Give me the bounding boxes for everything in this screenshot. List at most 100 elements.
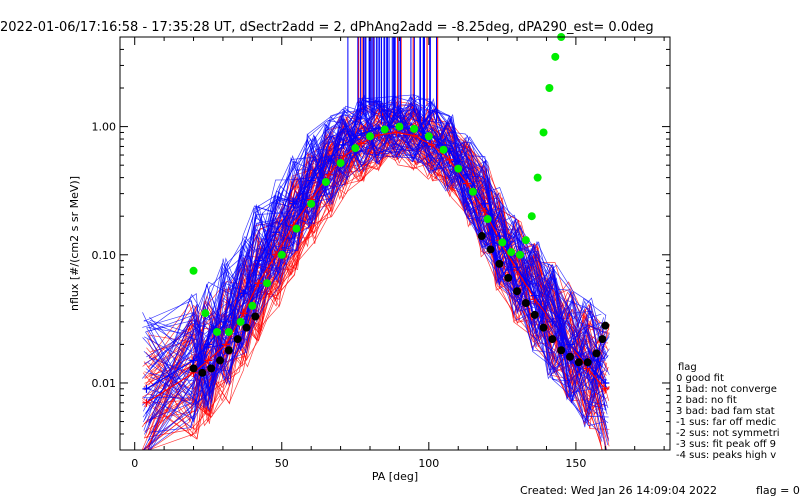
data-point bbox=[224, 346, 233, 355]
data-point bbox=[533, 173, 542, 182]
plot-frame bbox=[119, 36, 671, 451]
axis-ticks: 0 50 100 150 0.01 0.10 1.00 bbox=[92, 36, 670, 470]
data-point bbox=[351, 144, 360, 153]
data-point bbox=[583, 358, 592, 367]
data-point bbox=[380, 125, 389, 134]
data-point bbox=[366, 132, 374, 141]
data-point bbox=[424, 132, 433, 141]
y-axis-label: nflux [#/(cm2 s sr MeV)] bbox=[68, 176, 81, 311]
data-point bbox=[539, 128, 548, 137]
legend-title: flag bbox=[678, 362, 697, 373]
data-point bbox=[557, 346, 566, 355]
noise-trace bbox=[146, 104, 606, 399]
data-point bbox=[545, 84, 554, 93]
data-point bbox=[395, 122, 404, 131]
series-line bbox=[146, 131, 606, 404]
legend-entry: -3 sus: fit peak off 9 bbox=[676, 439, 776, 450]
data-point bbox=[530, 310, 539, 319]
data-point bbox=[271, 228, 280, 237]
data-point bbox=[548, 335, 557, 344]
data-point bbox=[292, 224, 301, 233]
data-point bbox=[289, 199, 298, 208]
noise-trace bbox=[145, 108, 606, 434]
data-point bbox=[410, 124, 419, 133]
data-point bbox=[321, 177, 330, 186]
data-point bbox=[548, 317, 557, 326]
noise-trace bbox=[149, 101, 609, 418]
data-point bbox=[477, 232, 486, 241]
data-point bbox=[207, 364, 216, 373]
data-point bbox=[221, 340, 230, 349]
data-point bbox=[495, 259, 504, 268]
data-point bbox=[239, 309, 248, 318]
data-point bbox=[307, 176, 316, 185]
data-point bbox=[427, 140, 436, 149]
data-point bbox=[216, 356, 224, 365]
data-point bbox=[463, 170, 472, 179]
data-point bbox=[498, 238, 507, 247]
data-point bbox=[189, 266, 198, 275]
data-point bbox=[574, 358, 583, 367]
data-point bbox=[598, 335, 607, 344]
y-tick-label: 1.00 bbox=[92, 121, 117, 134]
data-point bbox=[566, 340, 574, 349]
series-layer bbox=[142, 33, 610, 407]
data-point bbox=[189, 356, 198, 365]
data-point bbox=[189, 364, 198, 373]
created-timestamp: Created: Wed Jan 26 14:09:04 2022 bbox=[520, 484, 717, 497]
noise-trace bbox=[149, 113, 606, 451]
data-point bbox=[521, 299, 530, 308]
legend-entry: 2 bad: no fit bbox=[676, 395, 737, 406]
data-point bbox=[521, 236, 530, 245]
legend: flag 0 good fit 1 bad: not converge 2 ba… bbox=[676, 362, 780, 461]
data-point bbox=[507, 248, 516, 257]
legend-entry: -4 sus: peaks high v bbox=[676, 450, 776, 461]
data-point bbox=[248, 301, 257, 310]
x-tick-label: 150 bbox=[565, 457, 586, 470]
legend-entry: 3 bad: bad fam stat bbox=[676, 406, 775, 417]
noise-trace bbox=[142, 109, 602, 422]
data-point bbox=[277, 250, 286, 259]
data-point bbox=[236, 317, 245, 326]
data-point bbox=[513, 263, 522, 272]
data-point bbox=[357, 139, 366, 148]
data-point bbox=[339, 152, 348, 161]
data-point bbox=[483, 215, 492, 224]
x-tick-label: 0 bbox=[131, 457, 138, 470]
data-point bbox=[601, 321, 610, 330]
noise-trace bbox=[144, 114, 603, 435]
series-fit bbox=[189, 33, 566, 336]
data-point bbox=[463, 179, 472, 188]
series-median bbox=[189, 232, 610, 377]
flag-status: flag = 0 bbox=[756, 484, 800, 497]
data-point bbox=[242, 323, 251, 332]
x-tick-label: 100 bbox=[418, 457, 439, 470]
data-point bbox=[239, 289, 248, 298]
data-point bbox=[530, 291, 539, 300]
x-tick-label: 50 bbox=[275, 457, 289, 470]
data-point bbox=[263, 279, 272, 288]
data-point bbox=[601, 378, 610, 387]
noise-trace bbox=[146, 114, 606, 410]
data-point bbox=[204, 356, 213, 365]
y-tick-label: 0.10 bbox=[92, 249, 117, 262]
legend-entry: -2 sus: not symmetri bbox=[676, 428, 780, 439]
data-point bbox=[551, 52, 560, 61]
data-point bbox=[224, 327, 233, 336]
data-point bbox=[486, 245, 495, 254]
noise-trace bbox=[145, 109, 605, 405]
y-tick-label: 0.01 bbox=[92, 377, 117, 390]
data-point bbox=[410, 131, 419, 140]
data-point bbox=[251, 312, 260, 321]
data-point bbox=[307, 199, 316, 208]
data-point bbox=[527, 212, 536, 221]
data-point bbox=[374, 130, 383, 139]
data-point bbox=[480, 199, 489, 208]
data-point bbox=[439, 145, 448, 154]
data-point bbox=[254, 279, 263, 288]
noise-trace bbox=[150, 116, 603, 445]
data-point bbox=[513, 287, 522, 296]
x-axis-label: PA [deg] bbox=[372, 470, 418, 483]
data-point bbox=[142, 398, 151, 407]
